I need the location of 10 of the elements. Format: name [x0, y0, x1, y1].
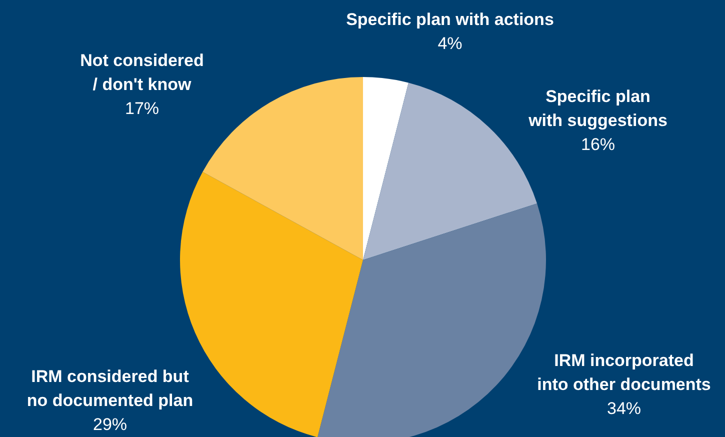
slice-label: IRM incorporated into other documents	[537, 351, 711, 394]
data-label: 29%	[92, 415, 128, 434]
data-label: 34%	[606, 399, 642, 418]
data-label: 4%	[438, 34, 462, 53]
slice-label: IRM considered but no documented plan	[26, 367, 194, 410]
data-label: 16%	[580, 135, 616, 154]
data-label: 17%	[124, 99, 160, 118]
slice-label: Not considered / don't know	[80, 51, 204, 94]
slice-label: Specific plan with actions	[346, 10, 554, 29]
slice-label: Specific plan with suggestions	[528, 87, 668, 130]
